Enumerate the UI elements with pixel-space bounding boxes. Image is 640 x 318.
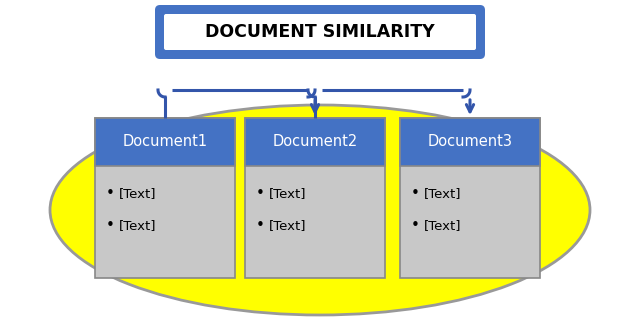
Ellipse shape: [50, 105, 590, 315]
Text: [Text]: [Text]: [424, 219, 461, 232]
Text: [Text]: [Text]: [424, 188, 461, 201]
Text: Document3: Document3: [428, 135, 513, 149]
FancyBboxPatch shape: [155, 5, 485, 59]
FancyBboxPatch shape: [400, 118, 540, 278]
FancyBboxPatch shape: [245, 118, 385, 278]
Text: [Text]: [Text]: [269, 219, 307, 232]
FancyBboxPatch shape: [245, 118, 385, 166]
Text: Document2: Document2: [273, 135, 358, 149]
FancyBboxPatch shape: [164, 14, 476, 50]
Text: •: •: [411, 186, 419, 202]
FancyBboxPatch shape: [95, 118, 235, 278]
Text: •: •: [106, 186, 115, 202]
Text: •: •: [255, 218, 264, 233]
Text: •: •: [106, 218, 115, 233]
FancyBboxPatch shape: [95, 118, 235, 166]
Text: [Text]: [Text]: [269, 188, 307, 201]
Text: Document1: Document1: [122, 135, 207, 149]
FancyBboxPatch shape: [400, 118, 540, 166]
Text: DOCUMENT SIMILARITY: DOCUMENT SIMILARITY: [205, 23, 435, 41]
Text: [Text]: [Text]: [119, 219, 157, 232]
Text: [Text]: [Text]: [119, 188, 157, 201]
Text: •: •: [411, 218, 419, 233]
Text: •: •: [255, 186, 264, 202]
